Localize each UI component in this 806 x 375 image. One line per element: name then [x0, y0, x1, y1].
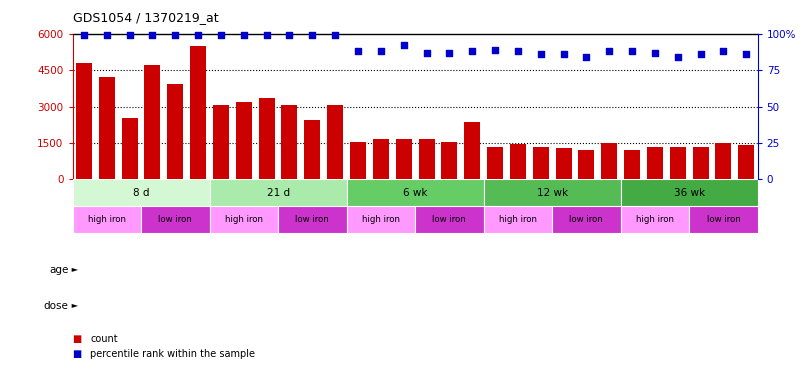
Bar — [621, 206, 689, 232]
Bar — [415, 206, 484, 232]
Point — [260, 32, 273, 38]
Bar — [350, 142, 366, 180]
Text: low iron: low iron — [296, 215, 329, 224]
Point — [283, 32, 296, 38]
Bar — [122, 117, 138, 180]
Bar — [190, 46, 206, 180]
Bar — [555, 148, 571, 180]
Bar — [484, 206, 552, 232]
Point — [557, 51, 570, 57]
Bar — [76, 63, 92, 180]
Text: GDS1054 / 1370219_at: GDS1054 / 1370219_at — [73, 11, 218, 24]
Text: low iron: low iron — [707, 215, 740, 224]
Bar — [533, 147, 549, 180]
Point — [466, 48, 479, 54]
Text: 8 d: 8 d — [133, 188, 149, 198]
Point — [214, 32, 227, 38]
Text: high iron: high iron — [499, 215, 537, 224]
Bar — [624, 150, 640, 180]
Point — [534, 51, 547, 57]
Bar — [73, 206, 141, 232]
Bar — [484, 180, 621, 206]
Text: high iron: high iron — [362, 215, 400, 224]
Bar — [327, 105, 343, 180]
Point — [625, 48, 638, 54]
Text: high iron: high iron — [636, 215, 674, 224]
Bar — [210, 206, 278, 232]
Bar — [281, 105, 297, 180]
Bar — [305, 120, 320, 180]
Bar — [579, 150, 594, 180]
Bar — [99, 78, 114, 180]
Bar — [213, 105, 229, 180]
Text: low iron: low iron — [159, 215, 192, 224]
Bar — [689, 206, 758, 232]
Text: high iron: high iron — [225, 215, 263, 224]
Point — [77, 32, 90, 38]
Text: count: count — [90, 334, 118, 344]
Bar — [396, 140, 412, 180]
Bar — [464, 122, 480, 180]
Point — [580, 54, 593, 60]
Bar — [716, 143, 731, 180]
Point — [488, 47, 501, 53]
Bar — [487, 147, 503, 180]
Point — [443, 50, 456, 56]
Point — [123, 32, 136, 38]
Bar — [141, 206, 210, 232]
Bar — [73, 180, 210, 206]
Text: ►: ► — [69, 266, 77, 274]
Point — [671, 54, 684, 60]
Point — [146, 32, 159, 38]
Point — [192, 32, 205, 38]
Text: ►: ► — [69, 301, 77, 310]
Bar — [552, 206, 621, 232]
Point — [329, 32, 342, 38]
Point — [237, 32, 250, 38]
Point — [648, 50, 661, 56]
Text: 6 wk: 6 wk — [403, 188, 427, 198]
Point — [420, 50, 433, 56]
Bar — [210, 180, 347, 206]
Point — [740, 51, 753, 57]
Bar — [510, 144, 526, 180]
Point — [512, 48, 525, 54]
Point — [351, 48, 364, 54]
Text: 12 wk: 12 wk — [537, 188, 567, 198]
Point — [397, 42, 410, 48]
Bar — [347, 180, 484, 206]
Text: low iron: low iron — [433, 215, 466, 224]
Text: ■: ■ — [73, 334, 81, 344]
Point — [694, 51, 707, 57]
Text: 36 wk: 36 wk — [674, 188, 704, 198]
Bar — [236, 102, 251, 180]
Point — [306, 32, 319, 38]
Bar — [621, 180, 758, 206]
Bar — [442, 142, 457, 180]
Text: high iron: high iron — [88, 215, 126, 224]
Text: 21 d: 21 d — [267, 188, 289, 198]
Bar — [373, 140, 388, 180]
Bar — [278, 206, 347, 232]
Bar — [259, 98, 275, 180]
Point — [717, 48, 730, 54]
Point — [100, 32, 113, 38]
Bar — [144, 65, 160, 180]
Bar — [647, 147, 663, 180]
Bar — [418, 140, 434, 180]
Bar — [738, 146, 754, 180]
Text: ■: ■ — [73, 350, 81, 359]
Text: percentile rank within the sample: percentile rank within the sample — [90, 350, 256, 359]
Bar — [168, 84, 183, 180]
Text: age: age — [49, 265, 69, 275]
Bar — [670, 147, 686, 180]
Point — [374, 48, 387, 54]
Bar — [692, 147, 708, 180]
Point — [603, 48, 616, 54]
Text: dose: dose — [44, 301, 69, 310]
Text: low iron: low iron — [570, 215, 603, 224]
Point — [169, 32, 182, 38]
Bar — [347, 206, 415, 232]
Bar — [601, 143, 617, 180]
